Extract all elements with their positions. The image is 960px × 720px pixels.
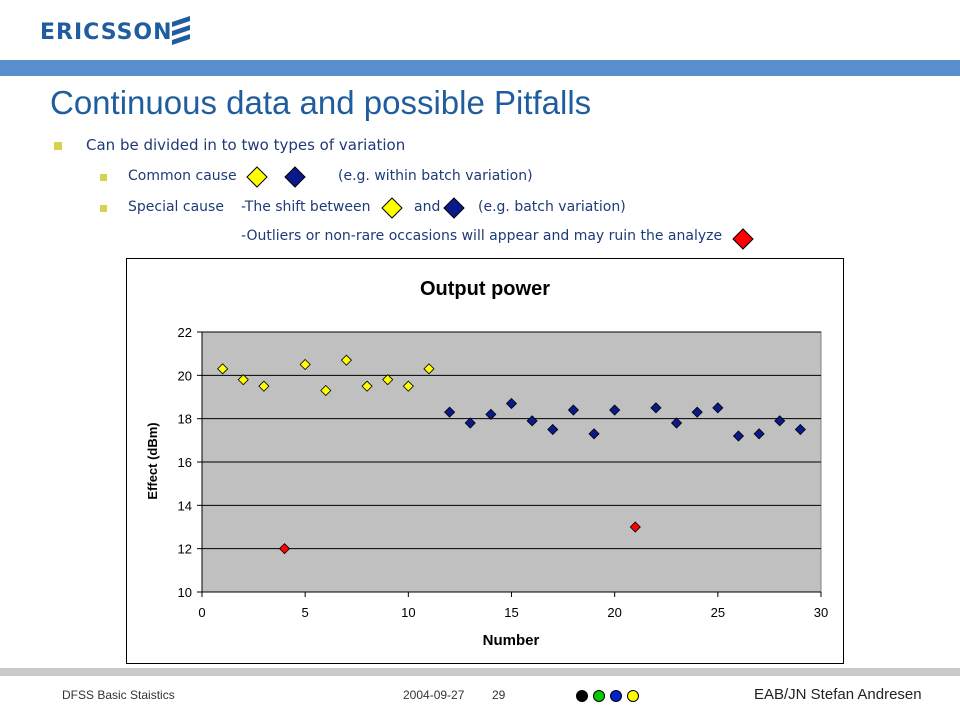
bullet-marker	[100, 205, 107, 212]
data-point	[732, 430, 745, 442]
chart-title: Output power	[420, 278, 550, 300]
data-point	[299, 358, 311, 371]
data-point	[526, 415, 538, 427]
data-point	[650, 402, 662, 414]
y-axis-label: Effect (dBm)	[145, 422, 160, 499]
data-point	[774, 415, 786, 427]
footer-course: DFSS Basic Staistics	[62, 688, 175, 702]
y-tick-label: 16	[178, 455, 192, 470]
data-point	[258, 380, 270, 392]
footer-dot	[576, 690, 588, 702]
data-point	[609, 404, 621, 416]
data-point	[464, 417, 476, 429]
y-tick-label: 22	[178, 325, 192, 340]
data-point	[547, 423, 559, 436]
x-tick-label: 20	[607, 605, 621, 620]
navy-diamond-icon	[443, 197, 465, 219]
data-point	[382, 374, 394, 386]
footer-dot	[593, 690, 605, 702]
special-cause-note: (e.g. batch variation)	[478, 199, 626, 215]
y-tick-label: 10	[178, 585, 192, 600]
company-logo-text: ERICSSON	[40, 20, 173, 45]
x-tick-label: 25	[711, 605, 725, 620]
bullet-marker	[100, 174, 107, 181]
data-point	[691, 406, 703, 418]
footer-dot	[627, 690, 639, 702]
data-point	[712, 402, 724, 414]
bullet-marker	[54, 142, 62, 150]
x-tick-label: 5	[302, 605, 309, 620]
data-point	[423, 363, 435, 375]
special-cause-label: Special cause	[128, 199, 224, 215]
header-bar	[0, 60, 960, 76]
x-tick-label: 10	[401, 605, 415, 620]
y-tick-label: 12	[178, 542, 192, 557]
common-cause-label: Common cause	[128, 168, 237, 184]
x-axis-label: Number	[483, 632, 540, 649]
data-point	[402, 380, 414, 392]
data-point	[794, 423, 806, 436]
data-point	[753, 428, 765, 440]
footer-dot	[610, 690, 622, 702]
bullet-text: Can be divided in to two types of variat…	[86, 136, 406, 154]
data-point	[629, 521, 641, 533]
red-diamond-icon	[732, 228, 754, 250]
data-point	[485, 408, 497, 420]
slide-title: Continuous data and possible Pitfalls	[50, 84, 592, 121]
x-tick-label: 0	[198, 605, 205, 620]
x-tick-label: 15	[504, 605, 518, 620]
data-point	[505, 397, 518, 410]
footer-author: EAB/JN Stefan Andresen	[754, 686, 922, 703]
data-point	[567, 404, 579, 416]
y-tick-label: 20	[178, 368, 192, 383]
x-tick-label: 30	[814, 605, 828, 620]
footer-date: 2004-09-27	[403, 688, 465, 702]
yellow-diamond-icon	[246, 166, 268, 188]
data-point	[278, 543, 291, 555]
navy-diamond-icon	[284, 166, 306, 188]
ericsson-stripes-icon	[172, 16, 190, 45]
data-point	[237, 374, 249, 386]
chart-frame: Output power 10 12 14 16 18 20 22 0 5 10 15 20 25 30 …	[126, 258, 844, 664]
data-point	[361, 380, 373, 392]
data-point	[444, 406, 456, 418]
footer-bar	[0, 668, 960, 676]
data-point	[320, 384, 332, 397]
y-tick-label: 18	[178, 412, 192, 427]
data-point	[588, 428, 600, 440]
data-point	[217, 363, 229, 375]
special-cause-shift-text: -The shift between	[241, 199, 371, 215]
footer-page-number: 29	[492, 688, 506, 702]
yellow-diamond-icon	[381, 197, 403, 219]
common-cause-note: (e.g. within batch variation)	[338, 168, 533, 184]
y-tick-label: 14	[178, 498, 192, 513]
special-cause-and-text: and	[414, 199, 441, 215]
data-point	[671, 417, 683, 429]
outlier-text: -Outliers or non-rare occasions will app…	[241, 228, 723, 244]
data-point	[340, 354, 352, 366]
